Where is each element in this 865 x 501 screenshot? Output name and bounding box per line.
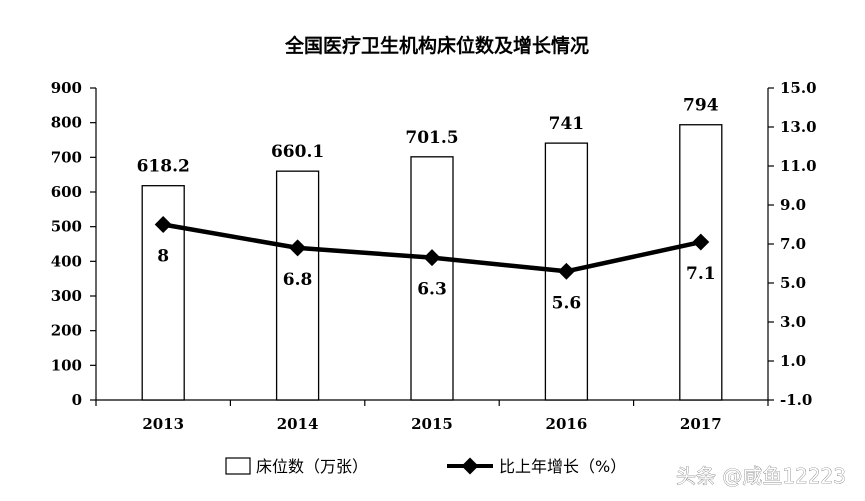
bar-value-label: 741	[549, 114, 585, 134]
left-axis-tick-label: 200	[51, 322, 82, 340]
left-axis-tick-label: 0	[72, 391, 82, 409]
bar-value-label: 701.5	[405, 128, 458, 148]
legend-bar-label: 床位数（万张）	[256, 457, 368, 476]
left-axis-tick-label: 800	[51, 114, 82, 132]
legend-line-label: 比上年增长（%）	[499, 457, 626, 476]
line-point	[289, 239, 307, 257]
legend-line-marker	[461, 457, 479, 475]
bar	[679, 124, 723, 401]
right-axis-tick-label: 5.0	[780, 274, 806, 292]
bar-series: 618.2 660.1 701.5 741 794	[137, 96, 723, 401]
x-axis-tick-label: 2016	[546, 415, 588, 433]
bar	[410, 156, 454, 401]
left-axis-tick-label: 700	[51, 148, 82, 166]
bar-value-label: 660.1	[271, 142, 324, 162]
x-axis-tick-label: 2013	[142, 415, 184, 433]
right-axis-tick-label: 1.0	[780, 352, 806, 370]
right-axis-tick-label: 15.0	[780, 79, 817, 97]
line-value-label: 8	[157, 247, 169, 267]
legend-bar-swatch	[225, 457, 251, 475]
x-axis-tick-label: 2014	[277, 415, 319, 433]
right-axis: -1.0 1.0 3.0 5.0 7.0 9.0 11.0 13.0 15.0	[767, 79, 817, 409]
bar	[275, 170, 320, 401]
line-point	[557, 262, 575, 280]
line-value-label: 5.6	[552, 293, 582, 313]
line-value-label: 6.8	[283, 270, 313, 290]
right-axis-tick-label: 13.0	[780, 118, 817, 136]
right-axis-tick-label: -1.0	[780, 391, 812, 409]
left-axis-tick-label: 600	[51, 183, 82, 201]
line-value-label: 7.1	[686, 264, 716, 284]
line-point	[154, 216, 172, 233]
x-axis: 2013 2014 2015 2016 2017	[95, 399, 769, 433]
right-axis-tick-label: 7.0	[780, 235, 806, 253]
line-series: 8 6.8 6.3 5.6 7.1	[154, 216, 716, 313]
line-value-label: 6.3	[417, 280, 447, 300]
left-axis-tick-label: 500	[51, 218, 82, 236]
left-axis-tick-label: 400	[51, 252, 82, 270]
line-point	[692, 233, 710, 251]
x-axis-tick-label: 2015	[411, 415, 453, 433]
watermark: 头条 @咸鱼12223	[676, 464, 846, 488]
line-point	[423, 249, 441, 267]
right-axis-tick-label: 3.0	[780, 313, 806, 331]
left-axis-tick-label: 300	[51, 287, 82, 305]
x-axis-tick-label: 2017	[680, 415, 722, 433]
bar-value-label: 618.2	[137, 157, 190, 177]
legend: 床位数（万张） 比上年增长（%）	[225, 457, 626, 476]
left-axis-tick-label: 100	[51, 356, 82, 374]
left-axis-tick-label: 900	[51, 79, 82, 97]
right-axis-tick-label: 11.0	[780, 157, 817, 175]
right-axis-tick-label: 9.0	[780, 196, 806, 214]
chart-title: 全国医疗卫生机构床位数及增长情况	[284, 34, 589, 57]
left-axis: 0 100 200 300 400 500 600 700 800 900	[51, 79, 97, 409]
bar-value-label: 794	[683, 96, 719, 116]
